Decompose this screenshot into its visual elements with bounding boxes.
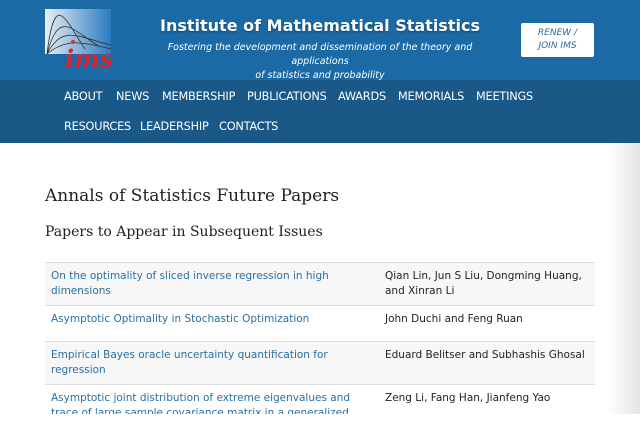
table-row: On the optimality of sliced inverse regr… bbox=[45, 262, 595, 306]
nav-about[interactable]: ABOUT bbox=[64, 90, 103, 103]
nav-awards[interactable]: AWARDS bbox=[338, 90, 386, 103]
nav-meetings[interactable]: MEETINGS bbox=[476, 90, 534, 103]
papers-table: On the optimality of sliced inverse regr… bbox=[45, 262, 595, 427]
page-edge-shadow bbox=[608, 143, 640, 427]
table-row: Asymptotic Optimality in Stochastic Opti… bbox=[45, 305, 595, 342]
main-nav: ABOUT NEWS MEMBERSHIP PUBLICATIONS AWARD… bbox=[0, 80, 640, 143]
site-header: ims Institute of Mathematical Statistics… bbox=[0, 0, 640, 83]
nav-membership[interactable]: MEMBERSHIP bbox=[162, 90, 236, 103]
svg-text:ims: ims bbox=[65, 44, 114, 69]
paper-title-link[interactable]: Asymptotic Optimality in Stochastic Opti… bbox=[51, 313, 310, 325]
ims-logo[interactable]: ims bbox=[45, 9, 119, 69]
viewport-bottom bbox=[0, 414, 640, 427]
renew-join-button[interactable]: RENEW / JOIN IMS bbox=[521, 23, 594, 57]
nav-publications[interactable]: PUBLICATIONS bbox=[247, 90, 327, 103]
join-label: JOIN IMS bbox=[538, 41, 577, 51]
page-subtitle: Papers to Appear in Subsequent Issues bbox=[45, 224, 323, 240]
tagline-line: Fostering the development and disseminat… bbox=[167, 42, 473, 67]
page-title: Annals of Statistics Future Papers bbox=[45, 186, 340, 206]
tagline-line: of statistics and probability bbox=[255, 70, 385, 81]
nav-resources[interactable]: RESOURCES bbox=[64, 120, 132, 133]
renew-label: RENEW / bbox=[537, 28, 578, 38]
paper-title-link[interactable]: Empirical Bayes oracle uncertainty quant… bbox=[51, 349, 328, 376]
nav-news[interactable]: NEWS bbox=[116, 90, 150, 103]
paper-authors: Qian Lin, Jun S Liu, Dongming Huang, and… bbox=[385, 262, 595, 306]
paper-title-link[interactable]: On the optimality of sliced inverse regr… bbox=[51, 270, 329, 297]
nav-contacts[interactable]: CONTACTS bbox=[219, 120, 279, 133]
table-row: Empirical Bayes oracle uncertainty quant… bbox=[45, 341, 595, 385]
nav-memorials[interactable]: MEMORIALS bbox=[398, 90, 465, 103]
paper-authors: John Duchi and Feng Ruan bbox=[385, 305, 595, 342]
site-title: Institute of Mathematical Statistics bbox=[160, 16, 480, 35]
tagline: Fostering the development and disseminat… bbox=[140, 41, 500, 83]
nav-leadership[interactable]: LEADERSHIP bbox=[140, 120, 209, 133]
paper-authors: Eduard Belitser and Subhashis Ghosal bbox=[385, 341, 595, 385]
